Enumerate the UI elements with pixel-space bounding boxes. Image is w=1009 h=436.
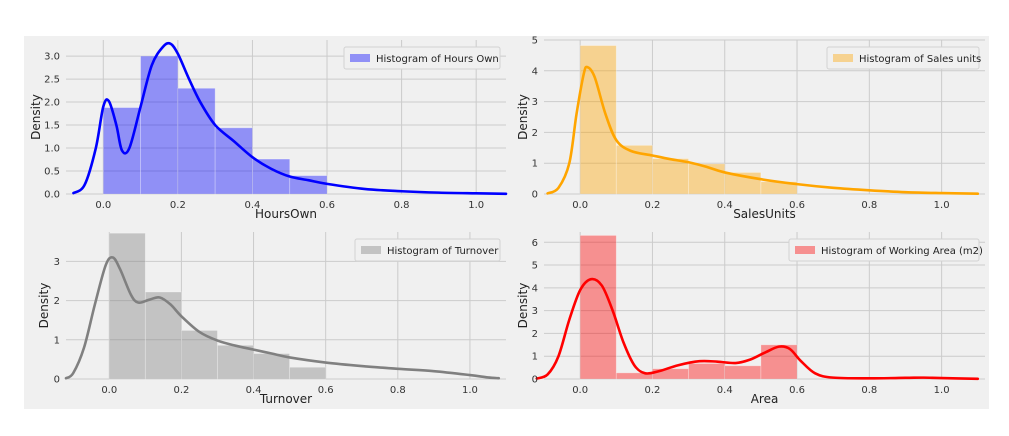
histogram-bar-2 xyxy=(615,372,653,380)
histogram-bar-1 xyxy=(579,45,617,195)
y-tick-label: 4 xyxy=(532,283,538,294)
y-tick-label: 3 xyxy=(532,97,538,108)
y-tick-label: 2 xyxy=(532,128,538,139)
y-tick-label: 2.0 xyxy=(44,98,60,109)
histogram-bar-4 xyxy=(688,363,726,380)
legend-label: Histogram of Working Area (m2) xyxy=(821,246,983,257)
y-tick-label: 3.0 xyxy=(44,52,60,63)
x-tick-label: 0.0 xyxy=(572,385,588,396)
x-tick-label: 0.4 xyxy=(717,200,733,211)
y-axis-label: Density xyxy=(516,283,530,329)
x-tick-label: 0.4 xyxy=(717,385,733,396)
chart-panel-bottom-right: 0.0 0.2 0.4 0.6 0.8 1.0 0 1 2 3 4 5 6 Area Density Hist… xyxy=(516,232,985,406)
y-axis-label: Density xyxy=(516,94,530,140)
histogram-bar-2 xyxy=(144,291,182,380)
x-tick-label: 0.2 xyxy=(170,200,186,211)
y-tick-label: 2.5 xyxy=(44,75,60,86)
kde-line xyxy=(64,256,501,380)
y-axis-label: Density xyxy=(29,94,43,140)
x-tick-label: 0.8 xyxy=(394,200,410,211)
y-tick-label: 1 xyxy=(54,335,60,346)
legend-label: Histogram of Sales units xyxy=(859,54,981,65)
histogram-bar-5 xyxy=(253,353,291,380)
legend-box xyxy=(826,46,980,70)
histogram-bar-3 xyxy=(652,158,689,195)
histogram-bar-4 xyxy=(688,163,726,195)
y-tick-label: 0 xyxy=(54,375,60,386)
legend-swatch xyxy=(350,54,370,62)
x-tick-label: 0.0 xyxy=(95,200,111,211)
legend-swatch xyxy=(833,54,853,62)
legend-swatch xyxy=(795,246,815,254)
histogram-bar-6 xyxy=(289,366,327,380)
x-tick-label: 1.0 xyxy=(468,200,484,211)
histogram-bar-2 xyxy=(140,55,179,195)
chart-panel-top-left: 0.0 0.2 0.4 0.6 0.8 1.0 0.0 0.5 1.0 1.5 2.0 2.5 3.0 H… xyxy=(29,40,508,221)
y-tick-label: 5 xyxy=(532,261,538,272)
x-tick-label: 0.2 xyxy=(644,200,660,211)
x-tick-label: 0.6 xyxy=(789,200,805,211)
y-tick-label: 4 xyxy=(532,66,538,77)
chart-panel-top-right: 0.0 0.2 0.4 0.6 0.8 1.0 0 1 2 3 4 5 SalesUnits Densit… xyxy=(516,36,985,221)
x-axis-label: Area xyxy=(751,392,779,406)
y-tick-label: 3 xyxy=(532,306,538,317)
x-axis-label: SalesUnits xyxy=(733,207,796,221)
y-tick-label: 3 xyxy=(54,257,60,268)
legend-label: Histogram of Turnover xyxy=(387,246,499,257)
histogram-bar-5 xyxy=(724,365,762,380)
y-tick-label: 2 xyxy=(54,296,60,307)
y-tick-label: 5 xyxy=(532,36,538,47)
legend-swatch xyxy=(361,246,381,254)
y-tick-label: 0 xyxy=(532,190,538,201)
legend-box xyxy=(354,238,501,262)
x-tick-label: 1.0 xyxy=(462,385,478,396)
x-tick-label: 0.4 xyxy=(244,200,260,211)
x-axis-label: HoursOwn xyxy=(255,207,317,221)
kde-line xyxy=(72,41,508,196)
x-tick-label: 0.8 xyxy=(861,200,877,211)
legend-box xyxy=(343,46,501,70)
chart-panel-bottom-left: 0.0 0.2 0.4 0.6 0.8 1.0 0 1 2 3 Turnover Density His… xyxy=(37,232,506,406)
y-tick-label: 1 xyxy=(532,352,538,363)
histogram-bar-1 xyxy=(108,232,146,380)
x-tick-label: 1.0 xyxy=(934,385,950,396)
x-tick-label: 1.0 xyxy=(934,200,950,211)
x-axis-label: Turnover xyxy=(259,392,312,406)
x-tick-label: 0.8 xyxy=(861,385,877,396)
x-tick-label: 0.0 xyxy=(101,385,117,396)
histogram-bar-3 xyxy=(177,87,216,195)
y-tick-label: 2 xyxy=(532,329,538,340)
x-tick-label: 0.4 xyxy=(246,385,262,396)
x-tick-label: 0.6 xyxy=(319,200,335,211)
histogram-bar-4 xyxy=(214,127,253,195)
x-tick-label: 0.0 xyxy=(572,200,588,211)
legend-label: Histogram of Hours Own xyxy=(376,54,499,65)
legend-box xyxy=(788,238,980,262)
histogram-bar-5 xyxy=(252,158,291,195)
x-tick-label: 0.6 xyxy=(789,385,805,396)
y-tick-label: 1.0 xyxy=(44,144,60,155)
x-tick-label: 0.6 xyxy=(318,385,334,396)
x-tick-label: 0.2 xyxy=(173,385,189,396)
y-tick-label: 0.0 xyxy=(44,190,60,201)
kde-line xyxy=(535,277,980,381)
x-tick-label: 0.2 xyxy=(644,385,660,396)
y-tick-label: 0 xyxy=(532,375,538,386)
y-tick-label: 1.5 xyxy=(44,121,60,132)
x-tick-label: 0.8 xyxy=(390,385,406,396)
y-axis-label: Density xyxy=(37,283,51,329)
kde-line xyxy=(546,65,980,195)
y-tick-label: 0.5 xyxy=(44,167,60,178)
histogram-bar-4 xyxy=(217,344,254,380)
y-tick-label: 6 xyxy=(532,238,538,249)
y-tick-label: 1 xyxy=(532,159,538,170)
